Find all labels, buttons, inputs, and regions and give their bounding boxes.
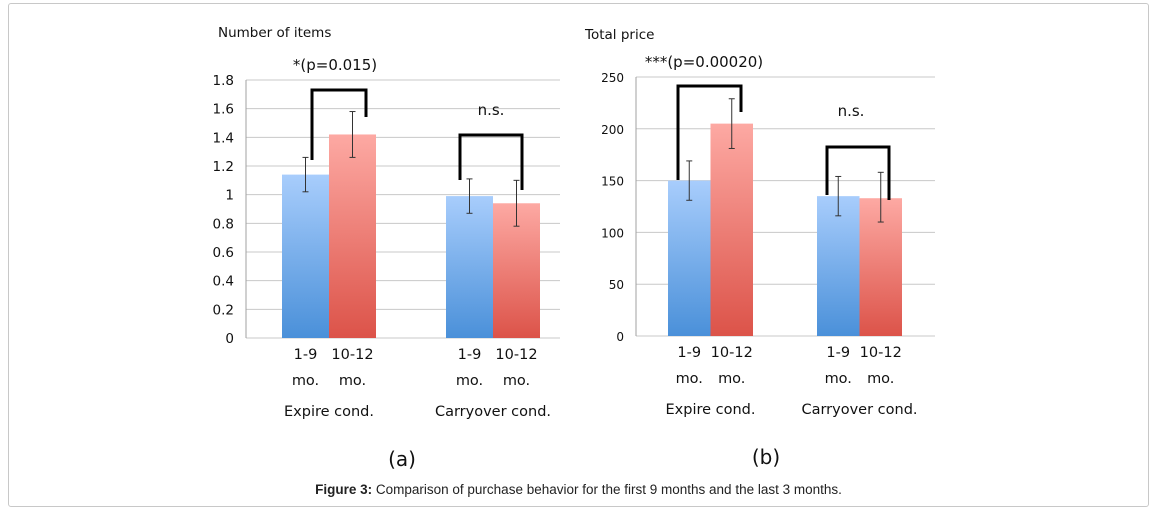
y-tick-label: 0.8 — [213, 216, 234, 232]
bar-red — [329, 134, 376, 338]
bar-blue — [817, 196, 860, 336]
group-label: Carryover cond. — [801, 402, 917, 418]
y-tick-label: 250 — [601, 71, 624, 85]
panel-label: (a) — [388, 447, 416, 471]
bar-blue — [282, 174, 329, 338]
x-category-label: 10-12 — [495, 347, 537, 363]
y-axis-title: Total price — [584, 27, 654, 43]
y-tick-label: 0 — [225, 331, 234, 347]
y-tick-label: 1.8 — [213, 73, 234, 89]
x-category-label: mo. — [292, 373, 319, 389]
significance-bracket — [676, 84, 743, 180]
y-tick-label: 100 — [601, 226, 624, 240]
y-tick-label: 200 — [601, 123, 624, 137]
x-category-label: mo. — [503, 373, 530, 389]
bar-blue — [668, 180, 711, 336]
y-tick-label: 1.2 — [213, 159, 234, 175]
y-tick-label: 1.6 — [213, 102, 234, 118]
x-category-label: 1-9 — [458, 347, 482, 363]
y-tick-label: 0.6 — [213, 245, 234, 261]
bar-blue — [446, 196, 493, 338]
x-category-label: mo. — [718, 371, 745, 387]
figure-caption: Figure 3: Comparison of purchase behavio… — [0, 482, 1157, 497]
group-label: Expire cond. — [284, 404, 374, 420]
significance-bracket — [458, 133, 524, 190]
significance-label: ***(p=0.00020) — [645, 53, 763, 71]
significance-label: *(p=0.015) — [293, 56, 377, 74]
y-tick-label: 150 — [601, 175, 624, 189]
x-category-label: mo. — [456, 373, 483, 389]
x-category-label: mo. — [676, 371, 703, 387]
x-category-label: 1-9 — [826, 345, 850, 361]
x-category-label: 10-12 — [711, 345, 753, 361]
y-tick-label: 1 — [225, 188, 234, 204]
x-category-label: mo. — [825, 371, 852, 387]
x-category-label: 10-12 — [331, 347, 373, 363]
significance-label: n.s. — [838, 102, 865, 120]
significance-label: n.s. — [478, 101, 505, 119]
significance-bracket — [310, 88, 368, 160]
y-tick-label: 50 — [609, 278, 624, 292]
x-category-label: 10-12 — [860, 345, 902, 361]
y-tick-label: 0.2 — [213, 302, 234, 318]
figure-frame — [8, 3, 1149, 507]
caption-label: Figure 3: — [315, 482, 373, 497]
group-label: Expire cond. — [666, 402, 756, 418]
bar-red — [710, 123, 753, 337]
panel-label: (b) — [752, 445, 780, 469]
x-category-label: mo. — [867, 371, 894, 387]
x-category-label: 1-9 — [294, 347, 318, 363]
caption-text: Comparison of purchase behavior for the … — [372, 482, 842, 497]
y-axis-title: Number of items — [218, 25, 331, 41]
y-tick-label: 0.4 — [213, 274, 234, 290]
y-tick-label: 0 — [616, 330, 624, 344]
significance-bracket — [825, 145, 891, 200]
x-category-label: 1-9 — [677, 345, 701, 361]
y-tick-label: 1.4 — [213, 130, 234, 146]
group-label: Carryover cond. — [435, 404, 551, 420]
x-category-label: mo. — [339, 373, 366, 389]
